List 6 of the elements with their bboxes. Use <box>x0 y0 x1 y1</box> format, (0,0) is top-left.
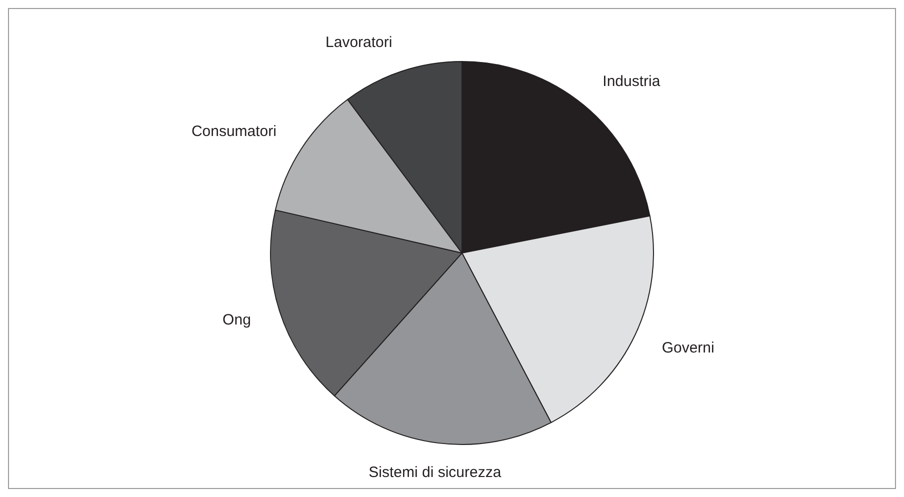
slice-label: Governi <box>662 340 714 357</box>
slice-label: Lavoratori <box>326 34 392 51</box>
slice-label: Industria <box>602 73 661 90</box>
slice-label: Consumatori <box>191 123 276 140</box>
slice-label: Ong <box>222 311 251 328</box>
slice-label: Sistemi di sicurezza <box>368 464 502 481</box>
